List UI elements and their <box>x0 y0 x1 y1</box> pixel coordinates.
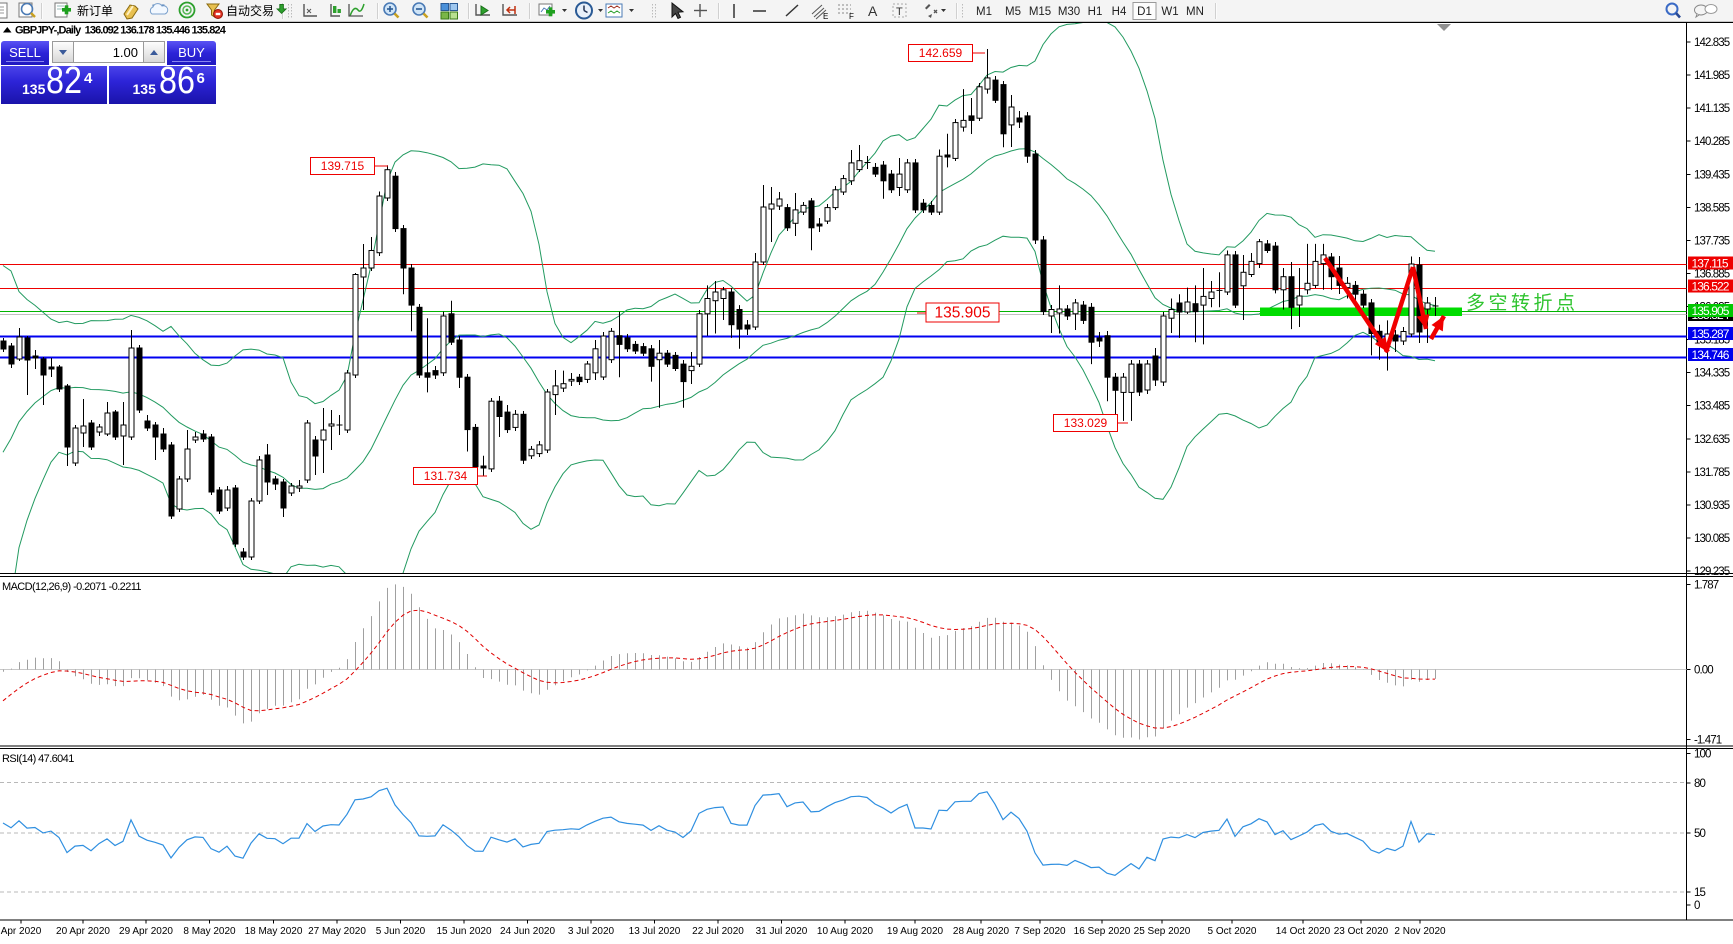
svg-text:新订单: 新订单 <box>77 3 113 18</box>
svg-text:136.885: 136.885 <box>1694 269 1730 281</box>
svg-text:14 Oct 2020: 14 Oct 2020 <box>1276 926 1331 937</box>
svg-text:29 Apr 2020: 29 Apr 2020 <box>119 926 173 937</box>
svg-text:5 Oct 2020: 5 Oct 2020 <box>1208 926 1257 937</box>
svg-text:RSI(14) 47.6041: RSI(14) 47.6041 <box>2 753 74 765</box>
svg-text:0.00: 0.00 <box>1694 665 1713 677</box>
svg-text:28 Aug 2020: 28 Aug 2020 <box>953 926 1010 937</box>
svg-text:137.115: 137.115 <box>1692 257 1729 271</box>
svg-text:27 May 2020: 27 May 2020 <box>308 926 366 937</box>
svg-text:139.715: 139.715 <box>321 159 365 173</box>
svg-text:20 Apr 2020: 20 Apr 2020 <box>56 926 110 937</box>
svg-text:135.905: 135.905 <box>934 305 990 322</box>
svg-text:M30: M30 <box>1058 6 1080 18</box>
svg-text:H1: H1 <box>1088 6 1103 18</box>
svg-text:自动交易: 自动交易 <box>226 3 274 18</box>
svg-text:8 May 2020: 8 May 2020 <box>183 926 236 937</box>
svg-text:135.905: 135.905 <box>1692 304 1730 318</box>
svg-text:131.734: 131.734 <box>424 469 468 483</box>
svg-text:16 Sep 2020: 16 Sep 2020 <box>1074 926 1131 937</box>
svg-text:133.029: 133.029 <box>1064 416 1108 430</box>
svg-text:133.485: 133.485 <box>1694 401 1730 413</box>
svg-text:140.285: 140.285 <box>1694 136 1730 148</box>
svg-text:130.085: 130.085 <box>1694 533 1730 545</box>
svg-text:T: T <box>896 6 903 18</box>
svg-text:3 Jul 2020: 3 Jul 2020 <box>568 926 615 937</box>
svg-text:129.235: 129.235 <box>1694 566 1730 578</box>
svg-text:E: E <box>823 12 828 21</box>
svg-text:A: A <box>868 3 878 19</box>
svg-text:多空转折点: 多空转折点 <box>1466 292 1579 314</box>
svg-text:1.787: 1.787 <box>1694 579 1719 591</box>
svg-text:GBPJPY-,Daily 136.092 136.178: GBPJPY-,Daily 136.092 136.178 135.446 13… <box>15 25 227 37</box>
svg-text:23 Oct 2020: 23 Oct 2020 <box>1334 926 1389 937</box>
svg-text:F: F <box>849 12 854 21</box>
svg-text:134.746: 134.746 <box>1692 348 1730 362</box>
svg-text:2 Nov 2020: 2 Nov 2020 <box>1394 926 1446 937</box>
svg-text:15: 15 <box>1694 887 1705 899</box>
svg-text:15 Jun 2020: 15 Jun 2020 <box>436 926 491 937</box>
svg-text:134.335: 134.335 <box>1694 368 1730 380</box>
svg-text:31 Jul 2020: 31 Jul 2020 <box>756 926 808 937</box>
svg-text:MACD(12,26,9) -0.2071 -0.2211: MACD(12,26,9) -0.2071 -0.2211 <box>2 581 141 593</box>
svg-text:M1: M1 <box>976 6 992 18</box>
svg-text:80: 80 <box>1694 778 1705 790</box>
svg-text:7 Sep 2020: 7 Sep 2020 <box>1014 926 1066 937</box>
svg-text:Apr 2020: Apr 2020 <box>1 926 42 937</box>
svg-text:131.785: 131.785 <box>1694 467 1730 479</box>
svg-text:H4: H4 <box>1112 6 1127 18</box>
svg-text:142.659: 142.659 <box>919 46 963 60</box>
svg-text:142.835: 142.835 <box>1694 37 1730 49</box>
svg-text:130.935: 130.935 <box>1694 500 1730 512</box>
svg-text:50: 50 <box>1694 828 1705 840</box>
svg-text:W1: W1 <box>1161 6 1178 18</box>
svg-text:M5: M5 <box>1005 6 1021 18</box>
svg-text:5 Jun 2020: 5 Jun 2020 <box>376 926 426 937</box>
svg-text:24 Jun 2020: 24 Jun 2020 <box>500 926 555 937</box>
svg-text:10 Aug 2020: 10 Aug 2020 <box>817 926 874 937</box>
svg-text:141.135: 141.135 <box>1694 103 1730 115</box>
svg-text:25 Sep 2020: 25 Sep 2020 <box>1134 926 1191 937</box>
svg-text:22 Jul 2020: 22 Jul 2020 <box>692 926 744 937</box>
svg-text:136.522: 136.522 <box>1692 280 1730 294</box>
svg-text:-1.471: -1.471 <box>1694 735 1722 747</box>
svg-text:135.287: 135.287 <box>1692 327 1730 341</box>
svg-text:MN: MN <box>1186 6 1204 18</box>
svg-text:141.985: 141.985 <box>1694 70 1730 82</box>
svg-text:139.435: 139.435 <box>1694 169 1730 181</box>
svg-text:100: 100 <box>1694 749 1711 761</box>
svg-text:13 Jul 2020: 13 Jul 2020 <box>629 926 681 937</box>
svg-text:137.735: 137.735 <box>1694 235 1730 247</box>
svg-text:18 May 2020: 18 May 2020 <box>245 926 303 937</box>
svg-text:132.635: 132.635 <box>1694 434 1730 446</box>
svg-text:19 Aug 2020: 19 Aug 2020 <box>887 926 944 937</box>
svg-text:M15: M15 <box>1029 6 1051 18</box>
svg-text:0: 0 <box>1694 900 1700 912</box>
svg-text:D1: D1 <box>1137 6 1152 18</box>
svg-text:138.585: 138.585 <box>1694 202 1730 214</box>
